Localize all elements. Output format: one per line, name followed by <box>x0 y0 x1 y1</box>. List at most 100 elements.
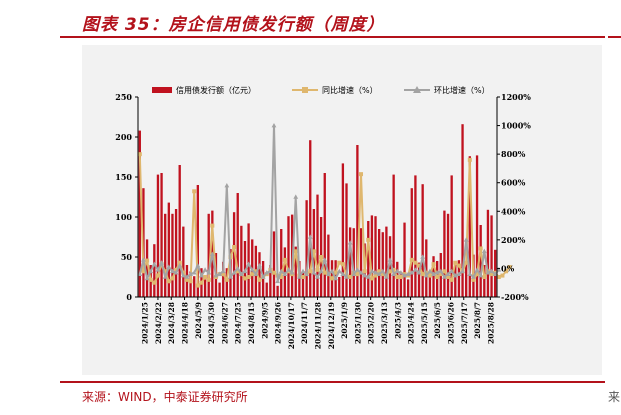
bar <box>385 226 388 297</box>
bar <box>276 285 279 297</box>
bar <box>486 209 490 297</box>
bar <box>356 145 359 297</box>
mom-point <box>304 271 310 276</box>
bar <box>265 282 268 297</box>
yoy-point <box>438 272 443 277</box>
left-tick-label: 250 <box>115 92 132 102</box>
bar <box>309 140 312 297</box>
mom-point <box>442 274 447 279</box>
bar <box>338 277 341 297</box>
yoy-point <box>420 272 425 277</box>
yoy-point <box>417 263 422 268</box>
mom-point <box>315 274 320 279</box>
mom-point <box>249 267 255 272</box>
mom-point <box>485 270 491 275</box>
yoy-point <box>311 249 316 254</box>
bar <box>457 260 461 297</box>
yoy-point <box>206 277 211 282</box>
bar <box>392 174 395 297</box>
yoy-point <box>409 257 414 262</box>
bar <box>232 212 236 297</box>
mom-point <box>358 270 364 275</box>
yoy-point <box>500 273 505 278</box>
mom-point <box>141 257 146 262</box>
mom-point <box>242 268 248 274</box>
bar <box>406 279 410 297</box>
mom-point <box>293 194 299 199</box>
yoy-point <box>235 269 240 274</box>
bar <box>374 216 377 297</box>
mom-point <box>449 268 455 274</box>
yoy-point <box>221 272 226 277</box>
x-tick-label: 2024/9/26 <box>274 302 283 344</box>
mom-point <box>278 268 284 274</box>
mom-point <box>474 267 480 272</box>
yoy-point <box>340 262 345 267</box>
source-note: 来源：WIND，中泰证券研究所 <box>82 390 248 404</box>
yoy-point <box>192 189 197 194</box>
legend-bar-swatch <box>152 87 172 93</box>
bar <box>207 213 210 297</box>
yoy-point <box>369 276 374 281</box>
x-tick-label: 2025/5/15 <box>420 302 429 344</box>
mom-point <box>307 234 313 239</box>
mom-point <box>413 267 418 272</box>
yoy-point <box>152 280 157 285</box>
bar <box>359 228 363 297</box>
mom-point <box>362 272 368 278</box>
yoy-point <box>380 272 385 277</box>
mom-point <box>383 274 389 279</box>
bar <box>425 239 428 297</box>
x-tick-label: 2024/11/28 <box>314 302 323 349</box>
mom-point <box>300 268 306 274</box>
bar <box>316 194 319 297</box>
title-rule <box>60 36 605 38</box>
mom-point <box>184 274 190 279</box>
x-tick-label: 2024/5/9 <box>194 302 203 339</box>
x-tick-label: 2025/4/24 <box>407 302 416 344</box>
x-tick-label: 2024/9/5 <box>260 302 269 339</box>
mom-point <box>155 267 161 272</box>
bar <box>145 239 149 297</box>
x-tick-label: 2025/2/20 <box>367 302 376 344</box>
yoy-point <box>388 269 393 274</box>
mom-point <box>376 271 382 276</box>
bar <box>341 163 345 297</box>
left-tick-label: 150 <box>115 172 132 182</box>
mom-point <box>213 272 219 278</box>
x-tick-label: 2025/1/9 <box>340 302 349 339</box>
yoy-point <box>279 275 284 279</box>
yoy-point <box>184 277 189 282</box>
mom-point <box>496 267 502 272</box>
bar <box>403 222 406 297</box>
x-tick-label: 2024/10/17 <box>287 302 296 349</box>
yoy-point <box>362 269 367 274</box>
mom-point <box>322 257 328 262</box>
mom-point <box>344 274 349 279</box>
bar <box>345 183 348 297</box>
bar <box>182 226 185 297</box>
mom-point <box>159 260 164 265</box>
x-tick-label: 2024/4/18 <box>181 302 190 344</box>
bar <box>483 265 486 297</box>
yoy-point <box>210 223 215 228</box>
bar <box>381 232 384 297</box>
bar <box>222 261 225 297</box>
right-tick-label: 200% <box>501 235 526 245</box>
yoy-point <box>456 263 461 268</box>
mom-point <box>235 265 241 271</box>
mom-point <box>170 268 175 274</box>
yoy-point <box>271 270 276 275</box>
left-tick-label: 100 <box>115 212 132 222</box>
bar <box>414 175 417 297</box>
yoy-point <box>293 249 298 254</box>
x-tick-label: 2025/1/30 <box>353 302 362 344</box>
yoy-point <box>199 280 204 285</box>
yoy-point <box>366 237 371 242</box>
yoy-point <box>195 283 200 288</box>
mom-point <box>365 274 371 279</box>
legend-bar-label: 信用债发行额（亿元） <box>176 85 256 95</box>
mom-point <box>427 268 433 274</box>
bar <box>236 193 239 297</box>
yoy-point <box>504 269 509 274</box>
